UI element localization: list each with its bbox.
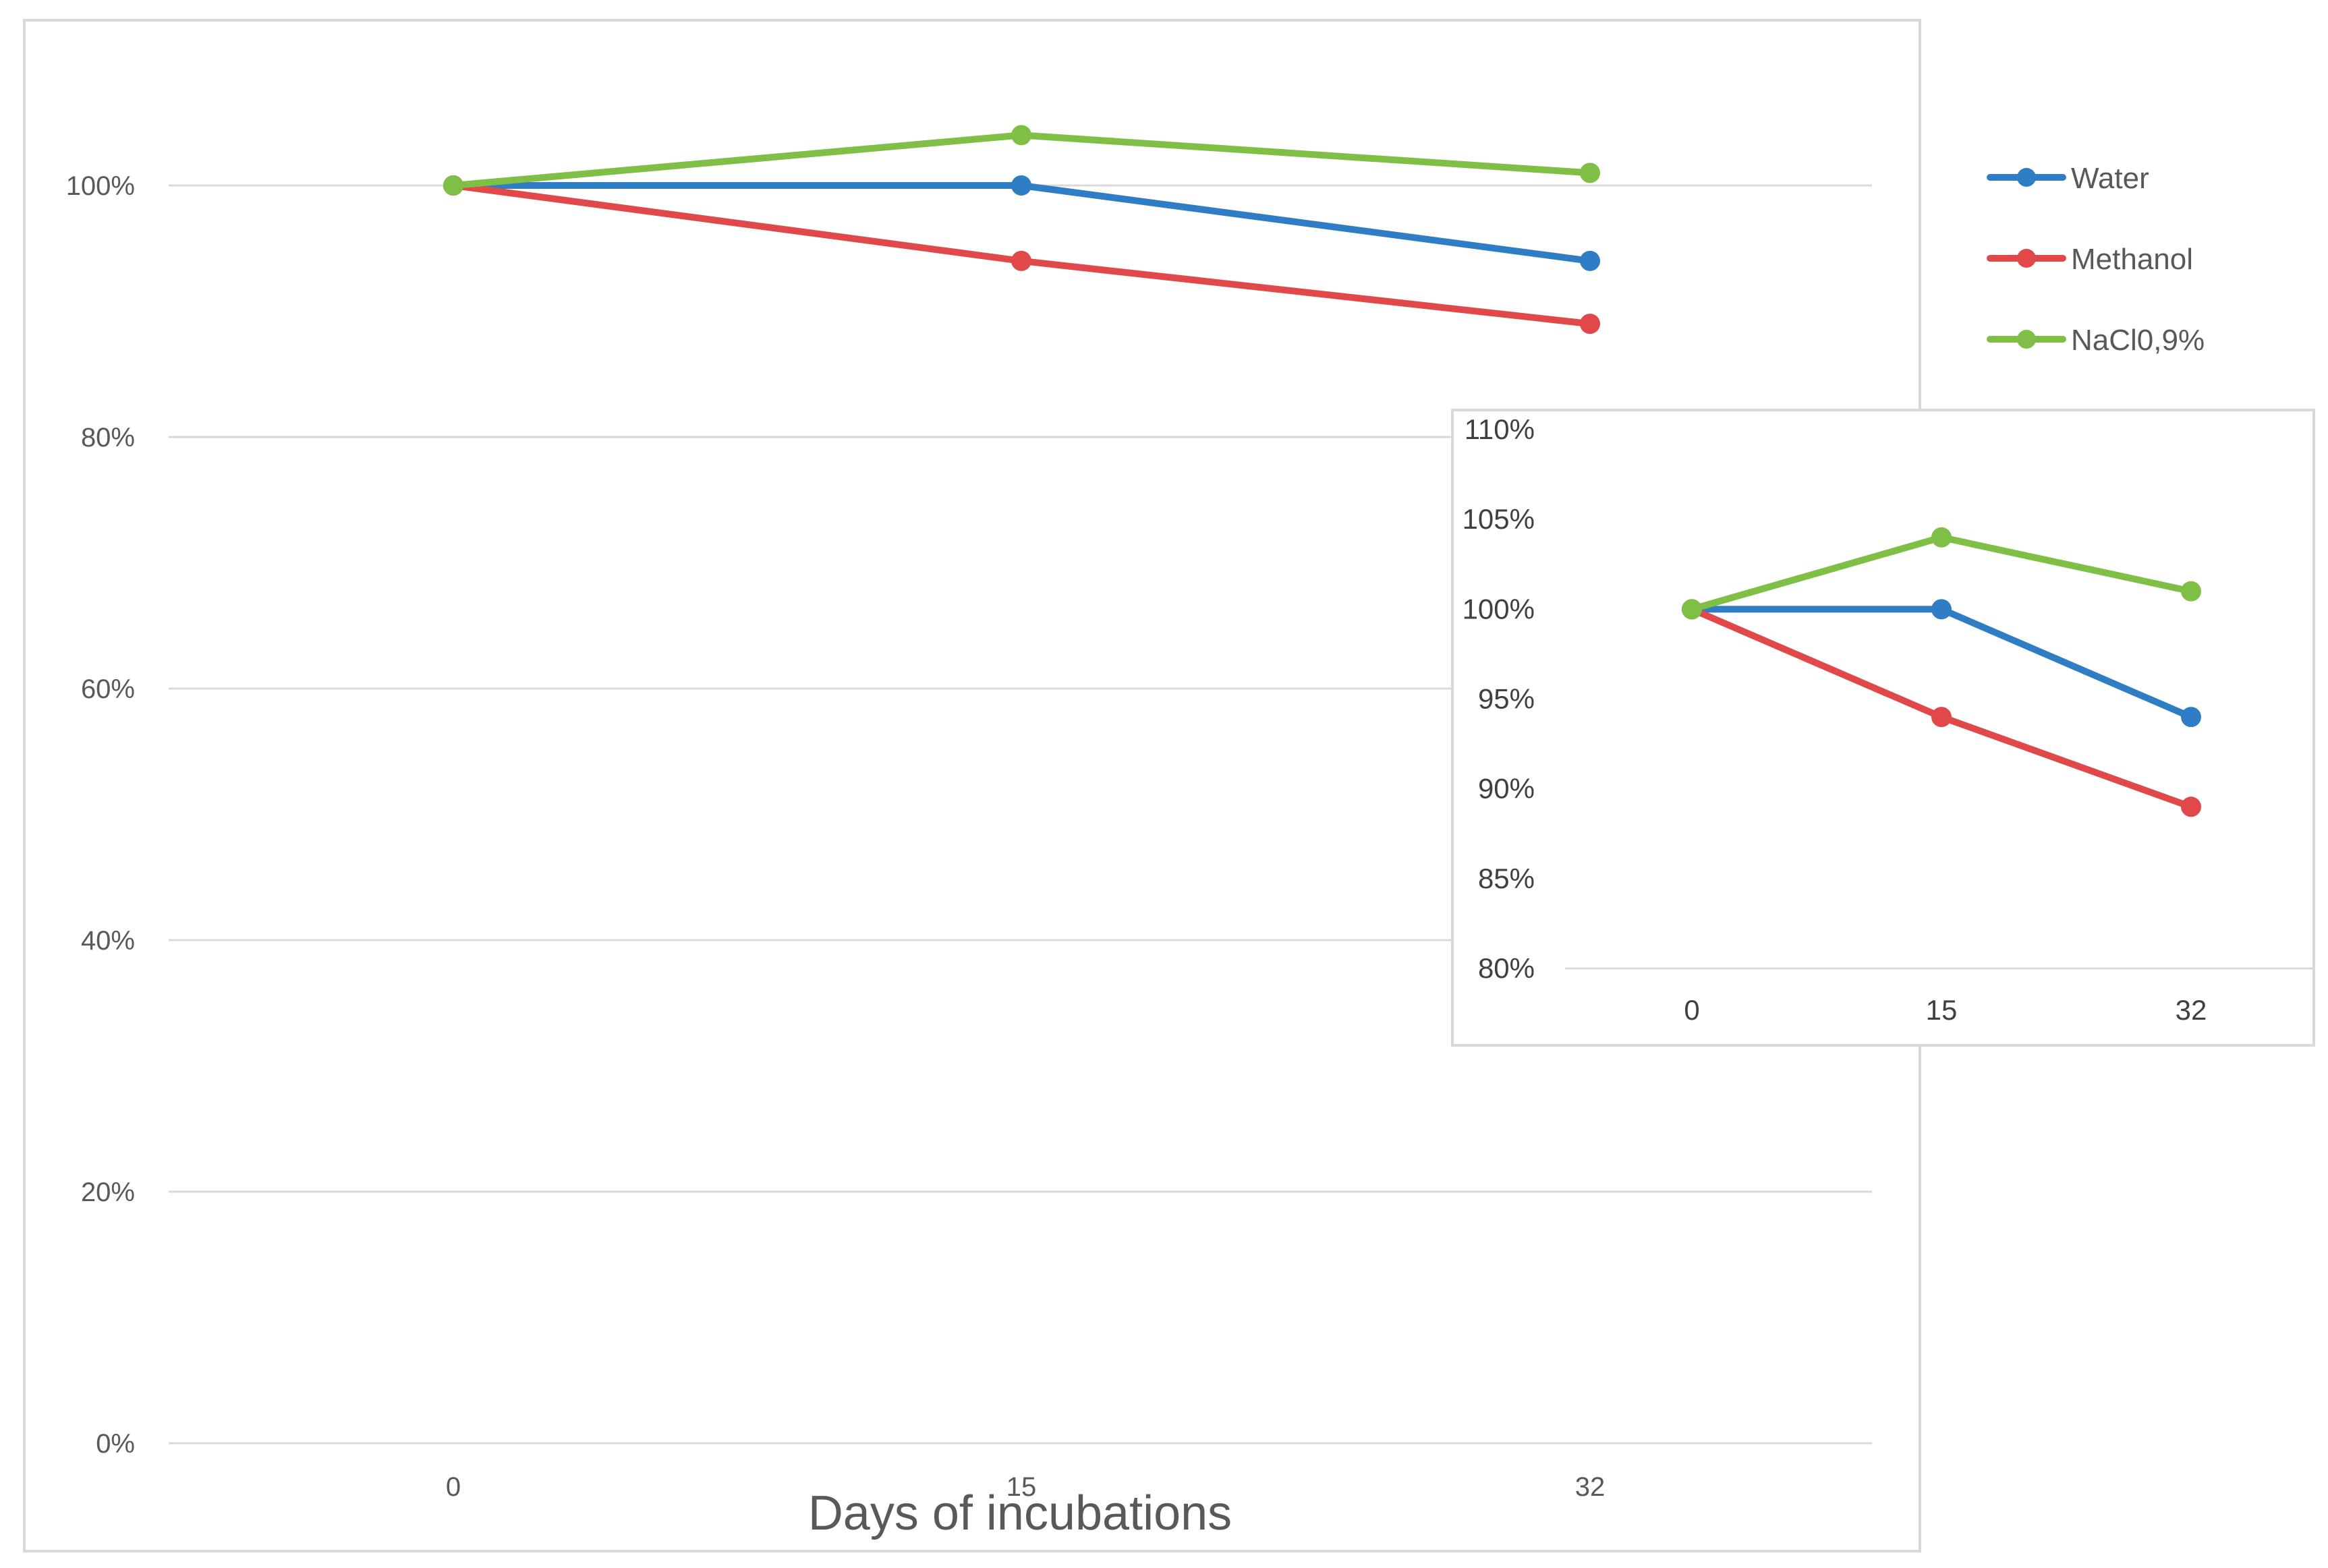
legend-swatch-marker-methanol (2017, 249, 2036, 268)
inset-x-tick-label: 32 (2176, 994, 2207, 1026)
main-y-tick-label: 60% (81, 674, 135, 704)
main-y-tick-label: 100% (66, 171, 135, 201)
main-x-tick-label: 15 (1006, 1472, 1037, 1502)
inset-x-tick-labels: 0 15 32 (1684, 994, 2207, 1026)
inset-y-tick-label: 95% (1478, 683, 1535, 715)
legend-label-nacl0-9: NaCl0,9% (2071, 324, 2205, 357)
legend-label-water: Water (2071, 162, 2149, 195)
legend: Water Methanol NaCl0,9% (1987, 162, 2205, 357)
inset-point-methanol (2181, 796, 2201, 817)
inset-point-methanol (1931, 707, 1952, 728)
main-y-tick-label: 0% (96, 1429, 135, 1459)
inset-point-nacl0-9 (1931, 527, 1952, 548)
legend-swatch-marker-water (2017, 168, 2036, 187)
inset-point-nacl0-9 (1682, 599, 1702, 620)
inset-point-water (1931, 599, 1952, 620)
main-y-tick-label: 20% (81, 1178, 135, 1207)
main-y-tick-labels: 0% 20% 40% 60% 80% 100% (66, 171, 135, 1459)
legend-label-methanol: Methanol (2071, 243, 2193, 276)
main-point-water (1011, 175, 1031, 196)
main-x-tick-label: 32 (1575, 1472, 1606, 1502)
inset-y-tick-label: 80% (1478, 952, 1535, 984)
inset-point-water (2181, 707, 2201, 728)
main-point-methanol (1580, 314, 1600, 335)
inset-y-tick-label: 105% (1463, 503, 1535, 535)
x-axis-title: Days of incubations (808, 1486, 1232, 1540)
inset-x-tick-label: 15 (1926, 994, 1958, 1026)
inset-y-tick-label: 110% (1465, 413, 1535, 445)
main-y-tick-label: 80% (81, 423, 135, 453)
legend-swatch-marker-nacl0-9 (2017, 330, 2036, 349)
inset-point-nacl0-9 (2181, 581, 2201, 602)
inset-x-tick-label: 0 (1684, 994, 1699, 1026)
main-series-group (443, 125, 1600, 335)
main-x-tick-label: 0 (446, 1472, 461, 1502)
inset-y-tick-label: 90% (1478, 773, 1535, 805)
inset-y-tick-label: 100% (1463, 593, 1535, 625)
main-point-water (1580, 250, 1600, 271)
inset-y-tick-label: 85% (1478, 863, 1535, 894)
inset-y-tick-labels: 80% 85% 90% 95% 100% 105% 110% (1463, 413, 1535, 984)
main-point-methanol (1011, 250, 1031, 271)
main-point-nacl0-9 (1011, 125, 1031, 146)
inset-chart-frame (1451, 409, 2315, 1047)
main-point-nacl0-9 (1580, 163, 1600, 183)
main-point-nacl0-9 (443, 175, 463, 196)
inset-series-group (1682, 527, 2201, 817)
main-y-tick-label: 40% (81, 926, 135, 956)
main-x-tick-labels: 0 15 32 (446, 1472, 1605, 1502)
